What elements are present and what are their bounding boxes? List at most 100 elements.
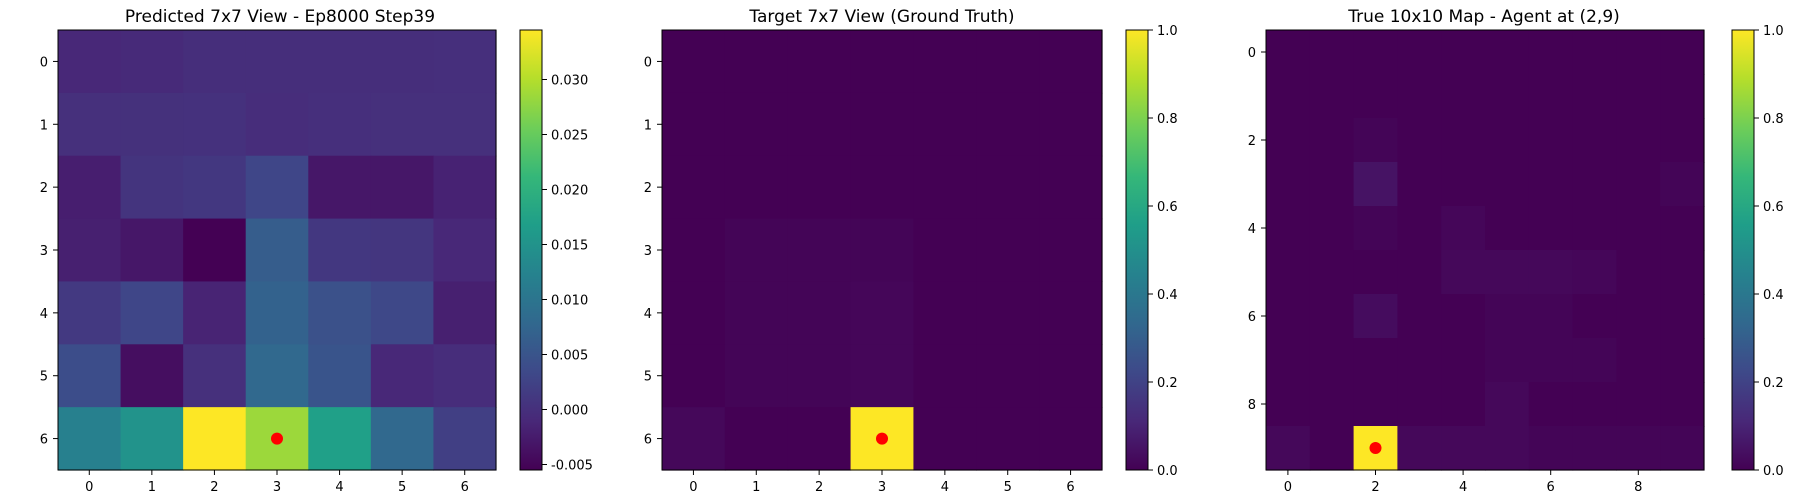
heatmap-cell [120, 344, 184, 408]
heatmap-cell [1353, 338, 1398, 383]
y-tick-label: 5 [40, 370, 48, 385]
y-tick-label: 3 [40, 244, 48, 259]
heatmap-cell [1039, 218, 1103, 283]
heatmap-cell [120, 30, 184, 94]
heatmap-cell [913, 30, 977, 94]
heatmap-cell [1441, 382, 1486, 427]
heatmap-cell [1039, 92, 1103, 157]
colorbar-tick-label: 0.000 [551, 404, 588, 419]
colorbar-tick-label: 0.0 [1763, 464, 1784, 479]
heatmap-cell [120, 92, 184, 157]
heatmap-cell [1441, 294, 1486, 339]
panel-target: Target 7x7 View (Ground Truth) 0 1 2 3 4 5 6 0 1… [644, 7, 1178, 495]
heatmap-cell [1266, 74, 1311, 119]
heatmap-cell [1528, 338, 1574, 383]
heatmap-cell [1572, 338, 1617, 383]
heatmap-cell [183, 155, 247, 220]
heatmap-cell [433, 155, 497, 220]
panel-predicted: Predicted 7x7 View - Ep8000 Step39 0 1 2 3 4… [40, 7, 593, 495]
heatmap-cell [724, 92, 789, 157]
heatmap-cell [1266, 250, 1311, 295]
y-tick-label: 2 [1248, 134, 1256, 149]
heatmap-cell [1528, 118, 1574, 163]
heatmap-cell [724, 218, 789, 283]
y-tick-label: 1 [40, 118, 48, 133]
colorbar-tick-label: 0.025 [551, 129, 588, 144]
heatmap-cell [1660, 294, 1705, 339]
heatmap-cell [662, 155, 726, 220]
y-tick-label: 0 [644, 55, 652, 70]
y-tick-label: 0 [40, 55, 48, 70]
heatmap-cell [1441, 206, 1486, 251]
heatmap-cell [1397, 74, 1442, 119]
heatmap-cell [662, 30, 726, 94]
heatmap-cell [850, 218, 915, 283]
heatmap-cell [1660, 382, 1705, 427]
y-tick-label: 4 [1248, 222, 1256, 237]
heatmap-cell [1660, 250, 1705, 295]
heatmap-cell [1528, 382, 1574, 427]
heatmap-cell [1528, 426, 1574, 471]
heatmap-cell [1397, 118, 1442, 163]
heatmap-cell [308, 344, 372, 408]
heatmap-cell [120, 155, 184, 220]
heatmap-cell [1572, 250, 1617, 295]
colorbar-tick-label: 0.8 [1157, 112, 1178, 127]
heatmap-cell [913, 407, 977, 471]
heatmap-cell [1660, 118, 1705, 163]
heatmap-cell [1572, 426, 1617, 471]
heatmap-cell [1309, 338, 1355, 383]
heatmap-cell [370, 92, 435, 157]
heatmap-cell [1397, 294, 1442, 339]
x-tick-label: 3 [878, 480, 886, 495]
heatmap-cell [120, 281, 184, 345]
y-tick-label: 8 [1248, 398, 1256, 413]
heatmap-cell [58, 407, 122, 471]
heatmap-cell [1266, 118, 1311, 163]
colorbar-tick-label: 1.0 [1157, 24, 1178, 39]
heatmap-cell [1353, 30, 1398, 75]
heatmap-cell [976, 281, 1040, 345]
heatmap-cell [1616, 294, 1661, 339]
heatmap-cell [308, 218, 372, 283]
heatmap-cell [370, 218, 435, 283]
heatmap-cell [1309, 426, 1355, 471]
heatmap-cell [1485, 382, 1530, 427]
heatmap-cell [787, 407, 852, 471]
y-tick-label: 3 [644, 244, 652, 259]
heatmap-cell [245, 218, 309, 283]
heatmap-cell [1039, 344, 1103, 408]
heatmap-cell [662, 344, 726, 408]
heatmap-cell [58, 218, 122, 283]
x-tick-label: 4 [941, 480, 949, 495]
heatmap-cell [1309, 250, 1355, 295]
heatmap-cell [1616, 118, 1661, 163]
heatmap-cell [850, 30, 915, 94]
heatmap-cell [1397, 250, 1442, 295]
heatmap-cell [308, 155, 372, 220]
heatmap-cell [1660, 426, 1705, 471]
heatmap-cell [58, 344, 122, 408]
heatmap-cell [1309, 74, 1355, 119]
heatmap-cell [1266, 206, 1311, 251]
heatmap-cell [370, 155, 435, 220]
heatmap-cell [1266, 294, 1311, 339]
heatmap-cell [850, 155, 915, 220]
heatmap-cell [1441, 162, 1486, 207]
agent-marker [271, 432, 283, 445]
heatmap-cell [245, 155, 309, 220]
heatmap-cell [370, 281, 435, 345]
heatmap-cell [370, 30, 435, 94]
colorbar-tick-label: 0.020 [551, 184, 588, 199]
heatmap-cell [58, 155, 122, 220]
heatmap-cell [245, 92, 309, 157]
heatmap-cell [1397, 338, 1442, 383]
heatmap-cell [787, 344, 852, 408]
heatmap-cell [1528, 30, 1574, 75]
colorbar-tick-label: 0.6 [1157, 200, 1178, 215]
y-tick-label: 0 [1248, 46, 1256, 61]
x-tick-label: 4 [1459, 480, 1467, 495]
colorbar [519, 29, 543, 471]
heatmap-cell [976, 218, 1040, 283]
